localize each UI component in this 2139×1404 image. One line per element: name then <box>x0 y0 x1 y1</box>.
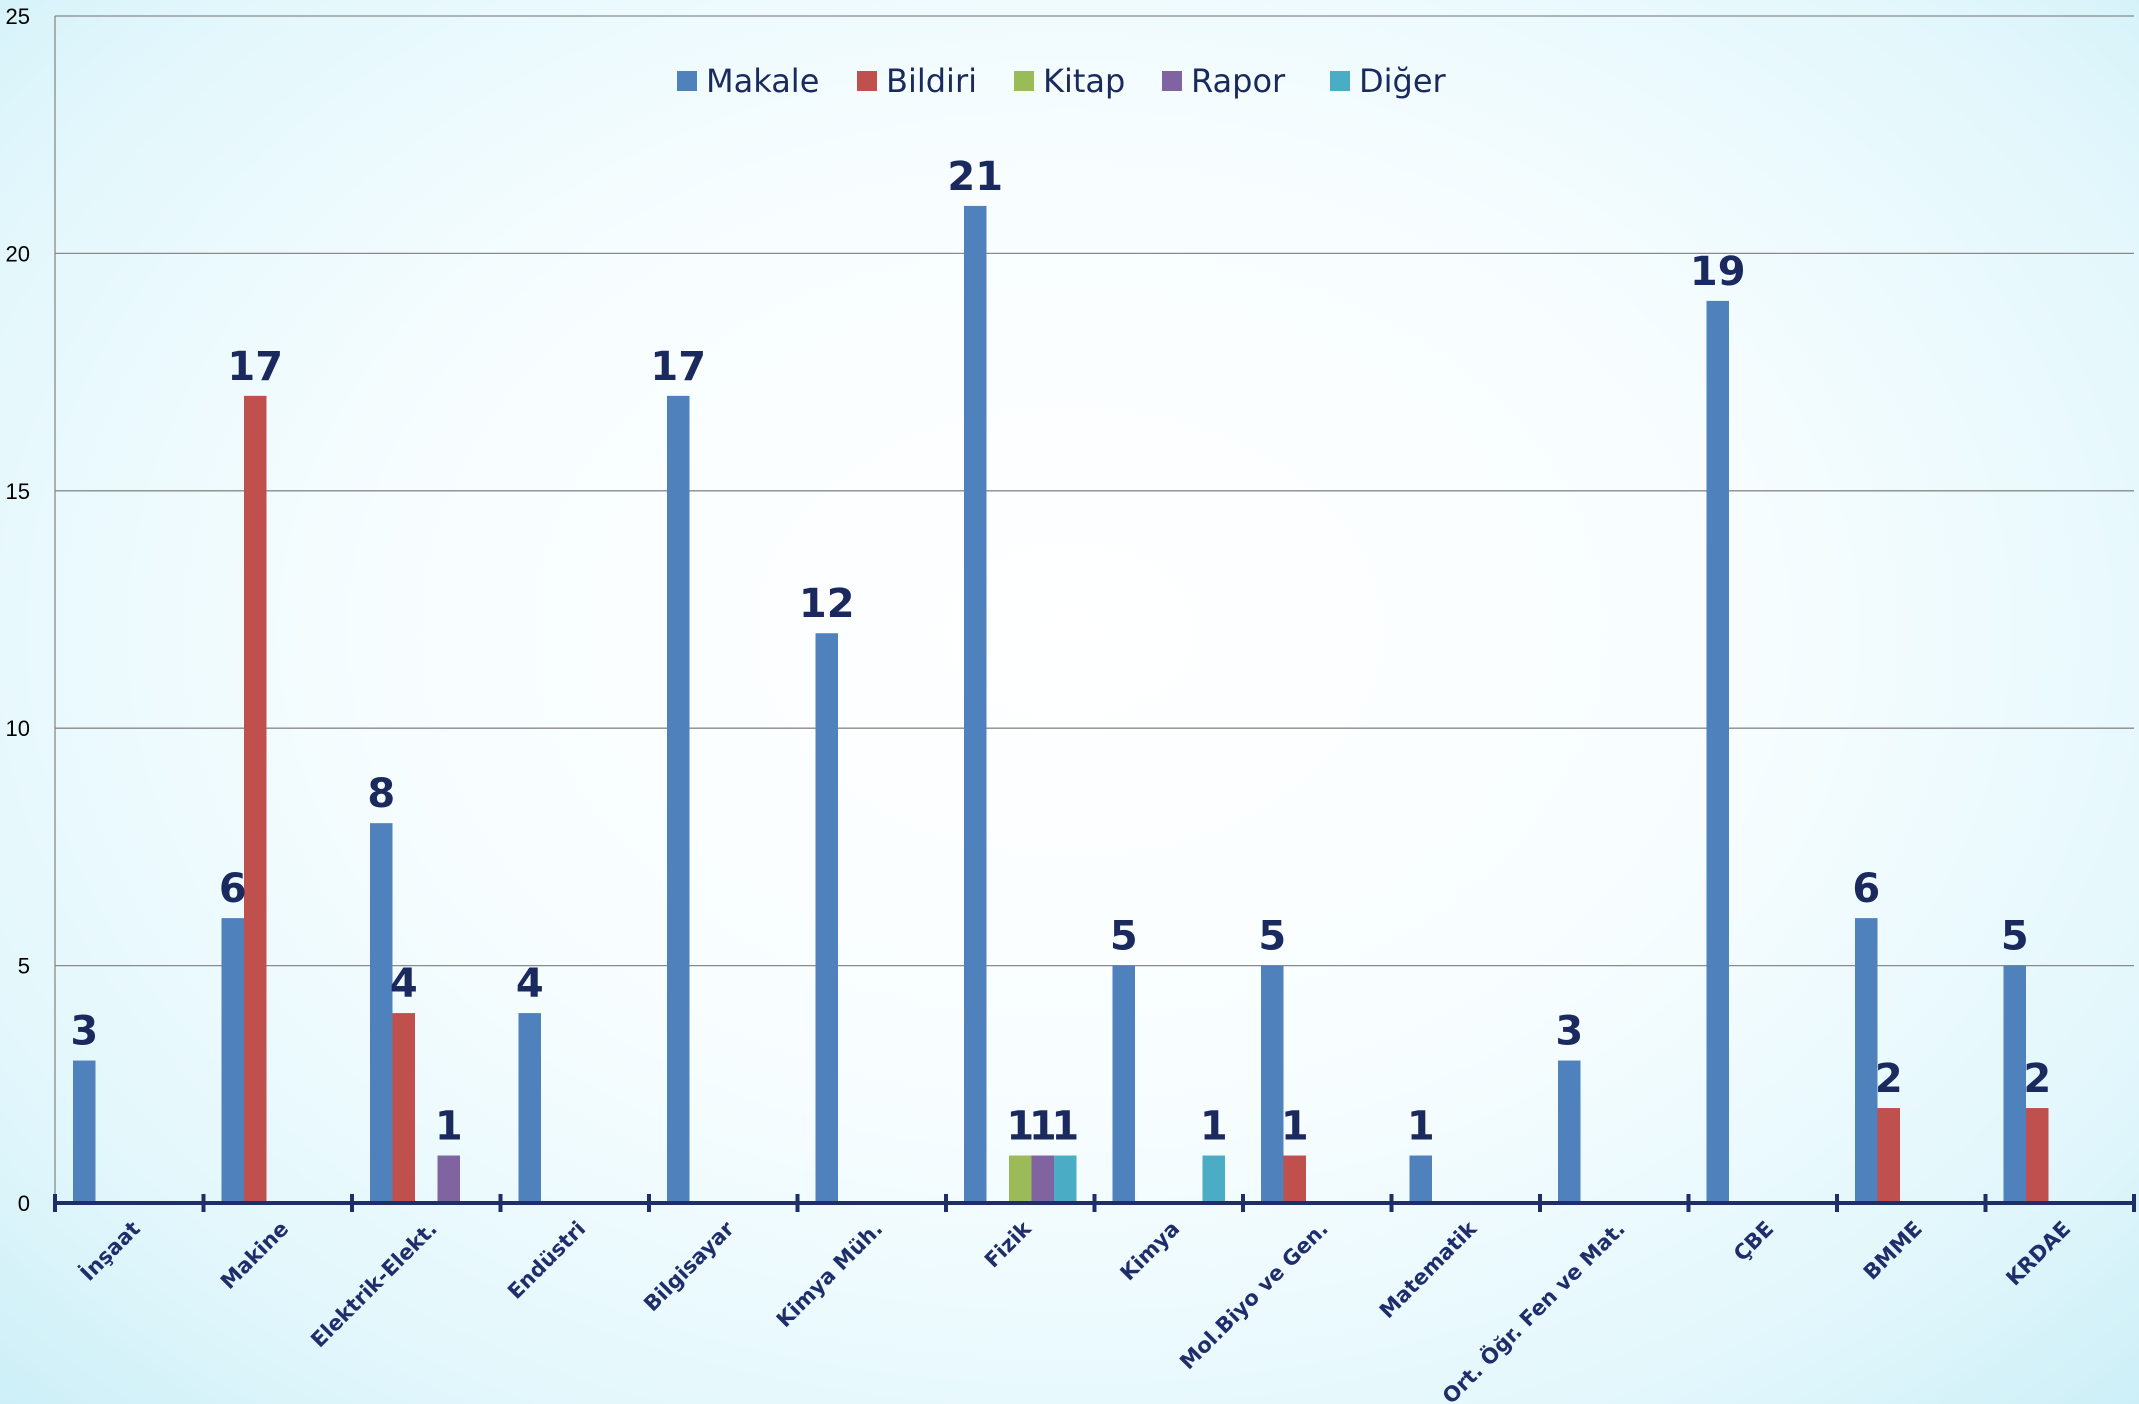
bar-makale <box>221 918 244 1203</box>
bar-makale <box>1112 965 1135 1203</box>
x-tick-label: Mol.Biyo ve Gen. <box>1175 1217 1333 1375</box>
data-label: 17 <box>227 344 283 390</box>
data-label: 8 <box>367 771 395 817</box>
bar-bildiri <box>392 1013 415 1203</box>
gridlines <box>54 15 2134 1203</box>
bar-makale <box>964 205 987 1204</box>
bar-makale <box>1558 1060 1581 1203</box>
legend-item-bildiri: Bildiri <box>857 62 977 100</box>
legend-swatch <box>857 71 877 91</box>
bar-kitap <box>1009 1155 1032 1203</box>
bar-makale <box>1706 300 1729 1203</box>
data-label: 1 <box>1051 1104 1079 1150</box>
data-label: 5 <box>1110 914 1138 960</box>
bar-makale <box>2003 965 2026 1203</box>
data-label: 5 <box>1258 914 1286 960</box>
data-label: 2 <box>2023 1056 2051 1102</box>
bar-rapor <box>437 1155 460 1203</box>
x-tick-label: Fizik <box>980 1216 1037 1273</box>
bar-makale <box>518 1013 541 1203</box>
x-axis <box>53 1194 2136 1212</box>
bars <box>73 205 2049 1204</box>
bar-makale <box>73 1060 96 1203</box>
bar-bildiri <box>244 395 267 1204</box>
legend-swatch <box>1162 71 1182 91</box>
x-tick-label: Makine <box>216 1217 293 1294</box>
bar-bildiri <box>1283 1155 1306 1203</box>
data-label: 21 <box>947 154 1003 200</box>
data-label: 4 <box>516 961 544 1007</box>
bar-bildiri <box>1877 1108 1900 1203</box>
legend-swatch <box>677 71 697 91</box>
data-label: 2 <box>1875 1056 1903 1102</box>
legend-label: Makale <box>706 62 819 100</box>
y-tick-label: 10 <box>6 716 30 741</box>
data-label: 4 <box>390 961 418 1007</box>
data-label: 1 <box>1200 1104 1228 1150</box>
legend-label: Bildiri <box>886 62 977 100</box>
x-tick-label: İnşaat <box>75 1216 145 1286</box>
bar-makale <box>1409 1155 1432 1203</box>
data-label: 1 <box>1029 1104 1057 1150</box>
legend-label: Diğer <box>1359 62 1447 100</box>
data-label: 6 <box>219 866 247 912</box>
data-label: 3 <box>1555 1009 1583 1055</box>
data-label: 6 <box>1852 866 1880 912</box>
y-tick-label: 5 <box>18 954 30 979</box>
data-label: 1 <box>435 1104 463 1150</box>
legend-item-makale: Makale <box>677 62 819 100</box>
data-label: 3 <box>70 1009 98 1055</box>
legend-item-diğer: Diğer <box>1330 62 1447 100</box>
y-tick-label: 15 <box>6 479 30 504</box>
x-tick-label: Matematik <box>1375 1216 1482 1323</box>
y-axis-ticks: 0 5 10 15 20 25 <box>6 4 30 1216</box>
bar-makale <box>1261 965 1284 1203</box>
data-label: 12 <box>799 581 855 627</box>
data-label: 19 <box>1690 249 1746 295</box>
data-label: 1 <box>1407 1104 1435 1150</box>
y-tick-label: 20 <box>6 241 30 266</box>
bar-diğer <box>1054 1155 1077 1203</box>
x-axis-tick-labels: İnşaat Makine Elektrik-Elekt. Endüstri Bilgi… <box>75 1216 2075 1404</box>
legend-label: Kitap <box>1043 62 1125 100</box>
legend-item-kitap: Kitap <box>1014 62 1125 100</box>
y-tick-label: 0 <box>18 1191 30 1216</box>
bar-bildiri <box>2026 1108 2049 1203</box>
legend-swatch <box>1014 71 1034 91</box>
x-tick-label: KRDAE <box>2001 1217 2075 1291</box>
y-tick-label: 25 <box>6 4 30 29</box>
data-label: 1 <box>1006 1104 1034 1150</box>
bar-makale <box>370 823 393 1203</box>
data-label: 17 <box>650 344 706 390</box>
bar-makale <box>667 395 690 1204</box>
x-tick-label: Kimya Müh. <box>772 1217 887 1332</box>
legend-item-rapor: Rapor <box>1162 62 1286 100</box>
x-tick-label: ÇBE <box>1729 1217 1778 1266</box>
bar-rapor <box>1031 1155 1054 1203</box>
bar-diğer <box>1202 1155 1225 1203</box>
x-tick-label: Endüstri <box>503 1217 590 1304</box>
x-tick-label: BMME <box>1859 1217 1927 1285</box>
bar-makale <box>815 633 838 1203</box>
x-tick-label: Elektrik-Elekt. <box>306 1217 442 1353</box>
data-label: 1 <box>1281 1104 1309 1150</box>
legend-label: Rapor <box>1191 62 1286 100</box>
x-tick-label: Kimya <box>1116 1217 1185 1286</box>
legend-swatch <box>1330 71 1350 91</box>
data-label: 5 <box>2001 914 2029 960</box>
legend: Makale Bildiri Kitap Rapor Diğer <box>677 62 1447 100</box>
x-tick-label: Bilgisayar <box>639 1216 739 1316</box>
bar-makale <box>1855 918 1878 1203</box>
